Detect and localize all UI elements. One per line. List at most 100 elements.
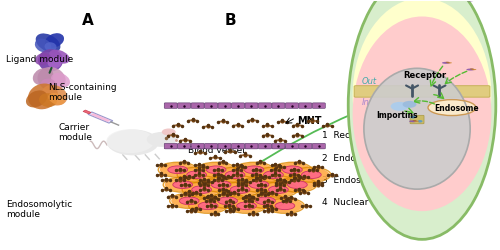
Ellipse shape bbox=[217, 168, 253, 182]
Ellipse shape bbox=[36, 34, 60, 52]
FancyBboxPatch shape bbox=[204, 103, 218, 108]
Ellipse shape bbox=[390, 102, 408, 111]
Ellipse shape bbox=[472, 69, 476, 70]
Ellipse shape bbox=[228, 199, 264, 213]
Text: In: In bbox=[362, 98, 370, 107]
Ellipse shape bbox=[173, 181, 193, 188]
Ellipse shape bbox=[260, 183, 296, 196]
Polygon shape bbox=[83, 110, 91, 114]
Polygon shape bbox=[90, 113, 110, 122]
FancyBboxPatch shape bbox=[299, 144, 312, 149]
Ellipse shape bbox=[409, 120, 417, 122]
Ellipse shape bbox=[241, 178, 277, 192]
Ellipse shape bbox=[42, 85, 68, 105]
Ellipse shape bbox=[302, 171, 321, 178]
Ellipse shape bbox=[35, 38, 51, 52]
Ellipse shape bbox=[206, 166, 226, 173]
Ellipse shape bbox=[222, 183, 258, 196]
Ellipse shape bbox=[267, 199, 303, 213]
FancyBboxPatch shape bbox=[164, 103, 177, 108]
FancyBboxPatch shape bbox=[410, 115, 424, 124]
Ellipse shape bbox=[466, 68, 474, 70]
Ellipse shape bbox=[187, 171, 206, 178]
Ellipse shape bbox=[268, 186, 288, 194]
Text: Ligand module: Ligand module bbox=[6, 56, 73, 64]
FancyBboxPatch shape bbox=[191, 144, 204, 149]
FancyBboxPatch shape bbox=[218, 103, 231, 108]
Text: Blood vessel: Blood vessel bbox=[188, 146, 244, 155]
Ellipse shape bbox=[352, 0, 492, 192]
FancyBboxPatch shape bbox=[164, 144, 177, 149]
Ellipse shape bbox=[442, 62, 450, 64]
Ellipse shape bbox=[414, 121, 419, 122]
Ellipse shape bbox=[249, 181, 269, 188]
Ellipse shape bbox=[418, 120, 422, 122]
Ellipse shape bbox=[275, 202, 295, 210]
Ellipse shape bbox=[107, 130, 159, 155]
Ellipse shape bbox=[28, 84, 58, 109]
Ellipse shape bbox=[410, 116, 416, 118]
Ellipse shape bbox=[402, 101, 416, 108]
Text: Out: Out bbox=[362, 77, 376, 86]
Ellipse shape bbox=[264, 171, 283, 178]
Text: A: A bbox=[82, 13, 94, 28]
FancyBboxPatch shape bbox=[245, 103, 258, 108]
Ellipse shape bbox=[466, 0, 474, 2]
Polygon shape bbox=[88, 112, 113, 123]
Ellipse shape bbox=[225, 171, 245, 178]
Ellipse shape bbox=[471, 0, 476, 1]
Ellipse shape bbox=[106, 129, 154, 153]
Ellipse shape bbox=[198, 202, 218, 210]
FancyBboxPatch shape bbox=[218, 144, 231, 149]
Ellipse shape bbox=[180, 197, 199, 205]
FancyBboxPatch shape bbox=[312, 144, 326, 149]
Ellipse shape bbox=[178, 168, 214, 182]
Ellipse shape bbox=[168, 166, 188, 173]
Ellipse shape bbox=[160, 163, 196, 177]
Ellipse shape bbox=[352, 16, 492, 211]
FancyBboxPatch shape bbox=[299, 103, 312, 108]
Ellipse shape bbox=[33, 68, 54, 85]
Ellipse shape bbox=[26, 90, 47, 108]
FancyBboxPatch shape bbox=[272, 144, 285, 149]
Ellipse shape bbox=[447, 62, 452, 64]
Ellipse shape bbox=[35, 53, 51, 65]
Text: 4  Nuclear import: 4 Nuclear import bbox=[322, 198, 402, 207]
Text: Endosome: Endosome bbox=[434, 104, 479, 113]
Text: Importins: Importins bbox=[376, 111, 418, 120]
FancyBboxPatch shape bbox=[258, 144, 272, 149]
Ellipse shape bbox=[211, 181, 231, 188]
Ellipse shape bbox=[274, 163, 310, 177]
FancyBboxPatch shape bbox=[232, 144, 244, 149]
Ellipse shape bbox=[38, 67, 66, 91]
Ellipse shape bbox=[280, 178, 316, 192]
FancyBboxPatch shape bbox=[312, 103, 326, 108]
Ellipse shape bbox=[236, 202, 256, 210]
Text: B: B bbox=[224, 13, 236, 28]
Ellipse shape bbox=[288, 181, 307, 188]
FancyBboxPatch shape bbox=[286, 144, 298, 149]
Ellipse shape bbox=[48, 93, 65, 105]
Ellipse shape bbox=[171, 194, 207, 208]
Ellipse shape bbox=[256, 197, 276, 205]
FancyBboxPatch shape bbox=[272, 103, 285, 108]
Text: 3  Endosome escape: 3 Endosome escape bbox=[322, 176, 416, 185]
Ellipse shape bbox=[198, 163, 234, 177]
Text: 2  Endocytosis: 2 Endocytosis bbox=[322, 154, 388, 162]
Ellipse shape bbox=[218, 197, 238, 205]
Ellipse shape bbox=[244, 166, 264, 173]
Ellipse shape bbox=[44, 42, 56, 51]
Ellipse shape bbox=[49, 50, 70, 64]
Ellipse shape bbox=[428, 100, 476, 116]
Ellipse shape bbox=[51, 73, 70, 88]
Ellipse shape bbox=[256, 168, 292, 182]
FancyBboxPatch shape bbox=[286, 103, 298, 108]
Ellipse shape bbox=[446, 62, 450, 63]
Ellipse shape bbox=[412, 120, 416, 121]
Ellipse shape bbox=[39, 93, 57, 107]
Text: Receptor: Receptor bbox=[403, 70, 446, 80]
Ellipse shape bbox=[45, 33, 64, 48]
FancyBboxPatch shape bbox=[204, 144, 218, 149]
Ellipse shape bbox=[162, 128, 175, 136]
Ellipse shape bbox=[348, 0, 496, 239]
